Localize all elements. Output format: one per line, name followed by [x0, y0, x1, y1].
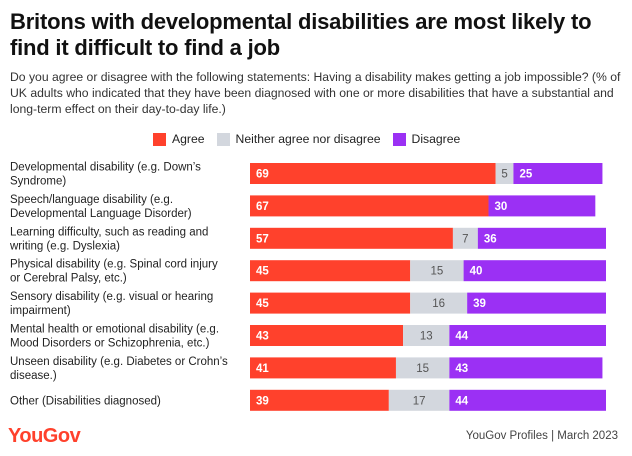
bar-segment-agree [250, 195, 489, 217]
data-label-disagree: 39 [473, 298, 486, 310]
legend-swatch-neither [216, 132, 230, 146]
bar-segment-agree [250, 260, 411, 282]
data-label-disagree: 44 [455, 395, 468, 407]
bar-segment-disagree [449, 389, 606, 411]
data-label-neither: 15 [416, 363, 429, 375]
bar-segment-agree [250, 227, 453, 249]
data-label-disagree: 36 [484, 233, 497, 245]
category-label: Developmental disability (e.g. Down’s Syn… [10, 162, 201, 188]
data-label-agree: 57 [256, 233, 269, 245]
bar-segment-disagree [477, 227, 606, 249]
legend-label-agree: Agree [172, 132, 205, 146]
category-label: Mental health or emotional disability (e… [10, 324, 219, 350]
data-label-agree: 43 [256, 331, 269, 343]
legend-label-disagree: Disagree [411, 132, 461, 146]
bar-segment-disagree [488, 195, 596, 217]
data-label-neither: 13 [420, 331, 433, 343]
bar-segment-disagree [463, 260, 606, 282]
bar-segment-neither [452, 227, 478, 249]
data-label-disagree: 40 [470, 266, 483, 278]
legend-swatch-agree [153, 132, 166, 146]
chart-title: Britons with developmental disabilities … [10, 9, 592, 60]
bar-segment-neither [410, 260, 464, 282]
category-label: Unseen disability (e.g. Diabetes or Croh… [10, 356, 228, 382]
bar-segment-neither [403, 325, 450, 346]
source-note: YouGov Profiles | March 2023 [465, 430, 618, 442]
bar-segment-neither [388, 389, 450, 411]
data-label-agree: 45 [256, 298, 269, 310]
data-label-disagree: 44 [455, 331, 468, 343]
bar-segment-disagree [449, 325, 606, 346]
category-label: Physical disability (e.g. Spinal cord in… [10, 259, 218, 285]
data-label-neither: 7 [462, 233, 468, 245]
bar-segment-agree [250, 389, 389, 411]
data-label-agree: 45 [256, 266, 269, 278]
bar-segment-neither [395, 357, 450, 379]
bar-segment-neither [495, 163, 514, 184]
data-label-neither: 15 [431, 266, 444, 278]
data-label-agree: 39 [256, 395, 269, 407]
chart-legend: Agree Neither agree nor disagree Disagre… [153, 131, 472, 147]
chart-subtitle: Do you agree or disagree with the follow… [10, 70, 621, 116]
category-label: Sensory disability (e.g. visual or heari… [10, 291, 213, 317]
bar-segment-agree [250, 292, 411, 314]
data-label-disagree: 25 [519, 169, 532, 181]
data-label-neither: 17 [413, 395, 426, 407]
data-label-neither: 16 [432, 298, 445, 310]
legend-swatch-disagree [392, 132, 406, 146]
bar-segment-agree [250, 325, 404, 346]
data-label-disagree: 43 [455, 363, 468, 375]
category-label: Speech/language disability (e.g. Developm… [10, 194, 192, 220]
category-label: Other (Disabilities diagnosed) [10, 395, 161, 407]
legend-label-neither: Neither agree nor disagree [235, 132, 381, 146]
data-label-agree: 67 [256, 201, 269, 213]
bar-segment-agree [250, 357, 396, 379]
yougov-logo: YouGov [8, 425, 81, 447]
category-label: Learning difficulty, such as reading and… [9, 226, 208, 252]
bar-segment-neither [410, 292, 468, 314]
legend-item-agree: Agree [153, 132, 205, 146]
data-label-disagree: 30 [495, 201, 508, 213]
legend-item-neither: Neither agree nor disagree [216, 132, 381, 146]
bar-segment-disagree [513, 163, 603, 184]
bar-segment-disagree [449, 357, 603, 379]
bar-segment-disagree [467, 292, 606, 314]
legend-item-disagree: Disagree [392, 132, 461, 146]
data-label-agree: 41 [256, 363, 269, 375]
bar-segment-agree [250, 163, 496, 184]
data-label-agree: 69 [256, 169, 269, 181]
data-label-neither: 5 [501, 169, 507, 181]
